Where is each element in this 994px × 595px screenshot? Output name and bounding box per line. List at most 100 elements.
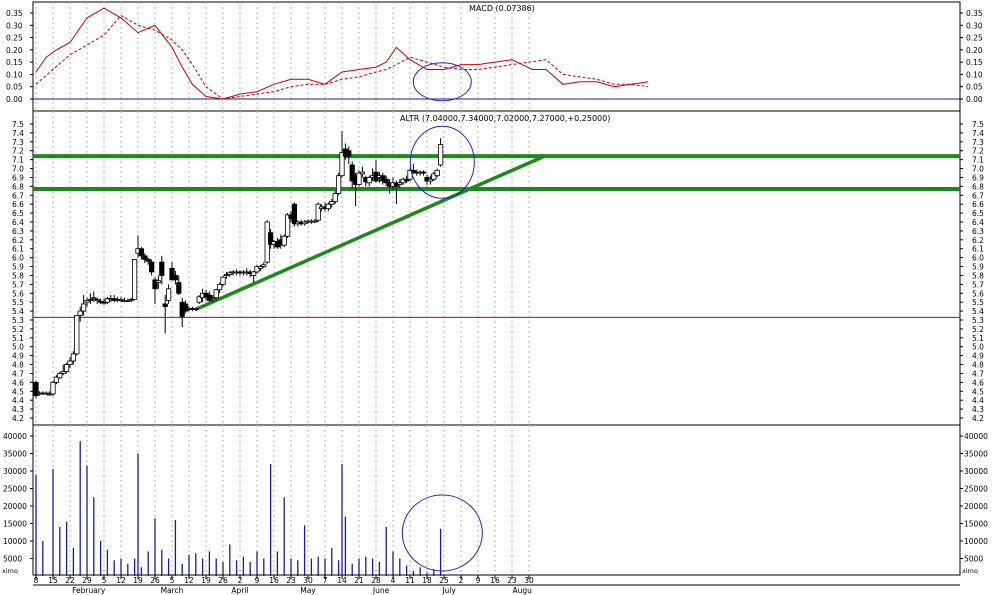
- candle-body: [193, 308, 199, 310]
- price-right-tick: 4.3: [972, 405, 984, 414]
- candle: [403, 175, 410, 183]
- price-left-tick: 7.1: [12, 156, 24, 165]
- candle: [193, 307, 199, 312]
- candle-body: [267, 232, 274, 245]
- candle: [70, 351, 76, 365]
- month-label: March: [161, 586, 184, 595]
- candle-body: [434, 169, 440, 177]
- price-right-tick: 6.2: [972, 236, 984, 245]
- candle: [434, 168, 440, 178]
- candle: [182, 300, 189, 313]
- candle: [165, 284, 172, 304]
- candle-body: [57, 373, 63, 379]
- day-label: 19: [201, 576, 211, 585]
- price-right-tick: 6.9: [972, 173, 984, 182]
- day-label: 5: [102, 576, 107, 585]
- candle: [223, 271, 229, 280]
- date-axis: 8 15 22 29 5 12 19 26 5 12 19 26 2 9 16 23 30 7 14 21 28 4 11 1…: [33, 575, 960, 595]
- candle: [81, 295, 87, 316]
- candle-body: [128, 299, 134, 301]
- volume-unit-left: ximo: [2, 567, 18, 575]
- price-left-tick: 4.7: [12, 369, 24, 378]
- candle-body: [366, 177, 372, 184]
- price-left-tick: 5.2: [12, 325, 24, 334]
- price-left-tick: 6.6: [12, 200, 24, 209]
- candle-body: [64, 364, 70, 373]
- macd-panel: 0.35 0.35 0.30 0.30 0.25 0.25 0.20 0.20 0.15 0.15…: [6, 1, 983, 112]
- candle-body: [84, 299, 90, 303]
- candle-body: [196, 296, 202, 303]
- candle-body: [346, 150, 352, 157]
- candle-body: [427, 178, 434, 182]
- macd-title: MACD (0.07386): [469, 4, 535, 13]
- candle-body: [332, 193, 338, 202]
- price-left-tick: 5.5: [12, 298, 24, 307]
- price-left-tick: 6.5: [12, 209, 24, 218]
- candle-body: [53, 376, 60, 383]
- candle-body: [159, 261, 165, 276]
- macd-left-tick: 0.35: [6, 9, 23, 18]
- candle: [104, 296, 110, 304]
- price-left-tick: 5.9: [12, 263, 24, 272]
- price-right-tick: 5.0: [972, 343, 984, 352]
- candle: [77, 306, 83, 322]
- price-left-tick: 6.3: [12, 227, 24, 236]
- candle-body: [81, 303, 87, 312]
- price-right-tick: 7.1: [972, 156, 984, 165]
- candle-body: [284, 214, 291, 237]
- candle-body: [172, 275, 178, 281]
- candle-body: [359, 171, 366, 175]
- day-label: 12: [116, 576, 126, 585]
- candle-body: [349, 164, 355, 182]
- price-left-tick: 4.2: [12, 414, 24, 423]
- day-label: 2: [459, 576, 464, 585]
- candle-body: [431, 173, 437, 180]
- candle: [359, 166, 366, 178]
- candle: [159, 255, 165, 285]
- candle: [281, 234, 287, 247]
- price-left-tick: 5.8: [12, 271, 24, 280]
- day-label: 9: [255, 576, 260, 585]
- candle-body: [254, 266, 260, 273]
- candle: [148, 259, 155, 276]
- candle-body: [67, 360, 73, 365]
- uptrend-line: [195, 155, 544, 311]
- price-right-tick: 5.8: [972, 271, 984, 280]
- price-right-tick: 4.7: [972, 369, 984, 378]
- price-right-tick: 4.4: [972, 396, 984, 405]
- day-label: 19: [133, 576, 143, 585]
- candle-body: [420, 171, 427, 174]
- candle: [138, 246, 144, 260]
- candle-body: [257, 266, 264, 269]
- price-right-tick: 7.0: [972, 165, 984, 174]
- volume-right-tick: 10000: [964, 537, 988, 546]
- candle: [196, 295, 202, 304]
- day-label: 11: [405, 576, 415, 585]
- macd-left-tick: 0.15: [6, 58, 23, 67]
- candle-body: [162, 303, 168, 308]
- price-right-tick: 7.5: [972, 120, 984, 129]
- volume-left-tick: 30000: [3, 467, 27, 476]
- candle: [87, 293, 93, 304]
- candle-body: [339, 152, 345, 177]
- candle-body: [91, 297, 97, 300]
- candle-body: [335, 175, 342, 194]
- day-label: 28: [371, 576, 381, 585]
- candle-body: [77, 310, 83, 316]
- volume-unit-right: ximo: [962, 567, 978, 575]
- candle: [169, 262, 175, 281]
- macd-right-tick: 0.30: [966, 21, 983, 30]
- volume-right-tick: 35000: [964, 450, 988, 459]
- price-left-tick: 4.8: [12, 361, 24, 370]
- candle-body: [380, 175, 386, 182]
- candle: [257, 264, 264, 271]
- volume-right-tick: 5000: [964, 555, 983, 564]
- macd-frame: [32, 1, 961, 112]
- day-label: 2: [238, 576, 243, 585]
- candle-body: [213, 289, 219, 299]
- day-label: 23: [507, 576, 517, 585]
- macd-macd-line: [35, 7, 649, 100]
- day-label: 25: [439, 576, 449, 585]
- candle-body: [152, 279, 158, 290]
- day-label: 30: [303, 576, 313, 585]
